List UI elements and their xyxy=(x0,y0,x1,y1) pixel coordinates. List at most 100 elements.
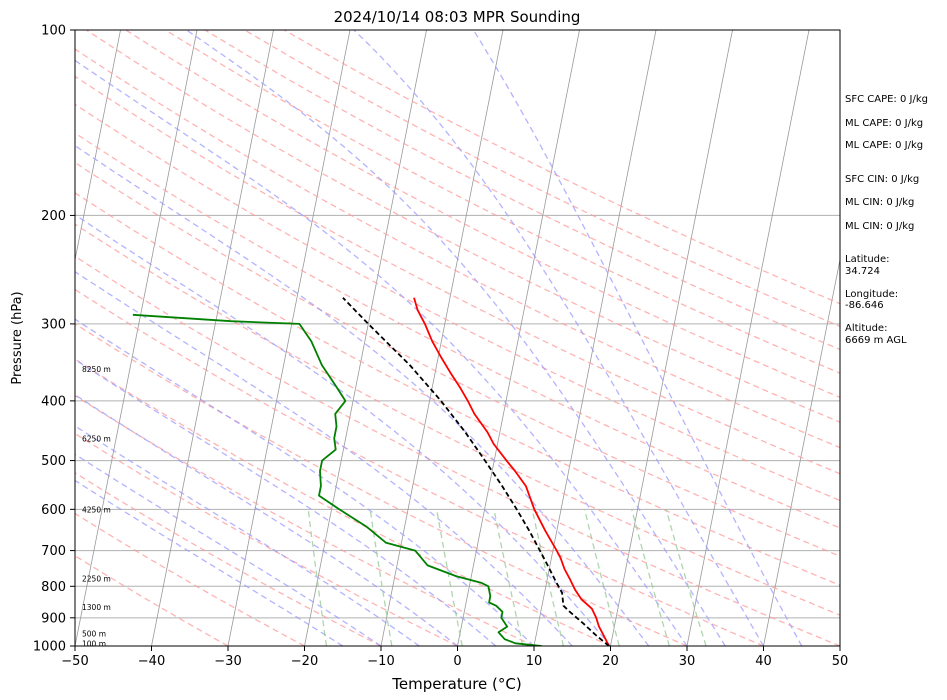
moist-adiabat-line xyxy=(75,479,344,646)
dry-adiabat-line xyxy=(75,394,535,646)
moist-adiabat-line xyxy=(472,30,803,646)
mixing-ratio-line xyxy=(631,509,671,646)
dry-adiabat-line xyxy=(75,161,840,557)
isotherm-line xyxy=(75,30,198,646)
x-tick-label: −50 xyxy=(61,654,88,669)
x-tick-label: −30 xyxy=(214,654,241,669)
sounding-annotation: Longitude: xyxy=(845,289,898,300)
height-label: 6250 m xyxy=(82,434,111,443)
x-tick-label: 20 xyxy=(602,654,619,669)
dry-adiabat-line xyxy=(283,30,840,305)
dry-adiabat-line xyxy=(125,30,840,399)
moist-adiabat-line xyxy=(75,318,535,646)
moist-adiabat-line xyxy=(75,270,573,646)
y-tick-label: 1000 xyxy=(33,640,66,655)
series-layer xyxy=(132,297,610,646)
y-tick-label: 700 xyxy=(41,544,66,559)
moist-adiabat-line xyxy=(75,394,458,646)
x-tick-label: −10 xyxy=(367,654,394,669)
moist-adiabat-line xyxy=(75,358,497,646)
moist-adiabat-line xyxy=(75,453,382,646)
isotherm-line xyxy=(227,30,351,646)
dry-adiabat-line xyxy=(75,132,840,529)
sounding-annotation: 34.724 xyxy=(845,266,880,277)
x-tick-label: 0 xyxy=(453,654,461,669)
y-tick-label: 400 xyxy=(41,394,66,409)
dry-adiabat-line xyxy=(75,223,840,616)
dry-adiabat-line xyxy=(75,75,840,475)
isotherm-line xyxy=(610,30,733,646)
y-tick-label: 300 xyxy=(41,317,66,332)
x-tick-label: 50 xyxy=(832,654,849,669)
isotherm-line xyxy=(75,30,121,262)
sounding-annotation: ML CAPE: 0 J/kg xyxy=(845,140,923,151)
moist-adiabat-line xyxy=(353,30,765,646)
dry-adiabat-line xyxy=(75,192,840,586)
sounding-annotation: Latitude: xyxy=(845,254,890,265)
mixing-ratio-line xyxy=(493,509,524,646)
isotherm-line xyxy=(763,257,840,646)
dewpoint-profile xyxy=(132,313,542,646)
parcel-profile xyxy=(342,297,610,646)
sounding-annotation: Altitude: xyxy=(845,323,887,334)
background-lines xyxy=(75,30,840,646)
dry-adiabat-line xyxy=(165,30,840,374)
moist-adiabat-line xyxy=(75,425,420,646)
x-tick-label: 10 xyxy=(526,654,543,669)
dry-adiabat-line xyxy=(75,432,458,646)
plot-frame xyxy=(74,29,841,647)
y-tick-label: 200 xyxy=(41,209,66,224)
dry-adiabat-line xyxy=(85,30,840,423)
x-axis: −50 −40 −30 −20 −10 0 10 20 30 40 50 xyxy=(61,646,848,669)
moist-adiabat-line xyxy=(75,144,650,646)
sounding-annotation: ML CAPE: 0 J/kg xyxy=(845,118,923,129)
dry-adiabat-line xyxy=(75,358,611,646)
x-axis-label: Temperature (°C) xyxy=(391,675,521,693)
isotherm-line xyxy=(686,30,810,646)
y-tick-label: 900 xyxy=(41,611,66,626)
height-label: 2250 m xyxy=(82,574,111,583)
y-tick-label: 100 xyxy=(41,24,66,39)
x-tick-label: −20 xyxy=(291,654,318,669)
isotherm-line xyxy=(380,30,504,646)
height-label: 4250 m xyxy=(82,505,111,514)
sounding-annotation: SFC CAPE: 0 J/kg xyxy=(845,94,928,105)
sounding-annotation: ML CIN: 0 J/kg xyxy=(845,221,914,232)
height-label: 1300 m xyxy=(82,603,111,612)
y-axis: 1000 900 800 700 600 500 400 300 200 100 xyxy=(33,24,75,655)
x-tick-label: 40 xyxy=(755,654,772,669)
y-tick-label: 600 xyxy=(41,503,66,518)
height-label: 8250 m xyxy=(82,365,111,374)
height-label: 500 m xyxy=(82,630,106,639)
moist-adiabat-line xyxy=(75,59,688,646)
mixing-ratio-line xyxy=(307,509,328,646)
mixing-ratio-line xyxy=(436,509,463,646)
sounding-annotations: SFC CAPE: 0 J/kg ML CAPE: 0 J/kg ML CAPE: … xyxy=(845,94,928,346)
dry-adiabat-line xyxy=(244,30,840,328)
dry-adiabat-line xyxy=(75,472,382,646)
isotherm-line xyxy=(151,30,274,646)
dry-adiabat-line xyxy=(75,48,840,449)
y-tick-label: 500 xyxy=(41,454,66,469)
x-tick-label: 30 xyxy=(679,654,696,669)
isotherm-line xyxy=(457,30,580,646)
isotherm-line xyxy=(533,30,657,646)
dry-adiabat-line xyxy=(75,255,840,646)
mixing-ratio-line xyxy=(531,509,565,646)
moist-adiabat-line xyxy=(75,213,612,646)
isotherm-line xyxy=(304,30,427,646)
chart-title: 2024/10/14 08:03 MPR Sounding xyxy=(334,8,581,26)
height-label: 100 m xyxy=(82,639,106,648)
mixing-ratio-line xyxy=(583,509,620,646)
dry-adiabat-line xyxy=(75,512,305,646)
y-axis-label: Pressure (hPa) xyxy=(10,291,25,384)
sounding-annotation: -86.646 xyxy=(845,300,884,311)
x-tick-label: −40 xyxy=(138,654,165,669)
y-tick-label: 800 xyxy=(41,580,66,595)
dry-adiabat-line xyxy=(75,103,840,502)
sounding-annotation: 6669 m AGL xyxy=(845,335,907,346)
sounding-annotation: SFC CIN: 0 J/kg xyxy=(845,174,919,185)
temperature-profile xyxy=(413,297,610,646)
